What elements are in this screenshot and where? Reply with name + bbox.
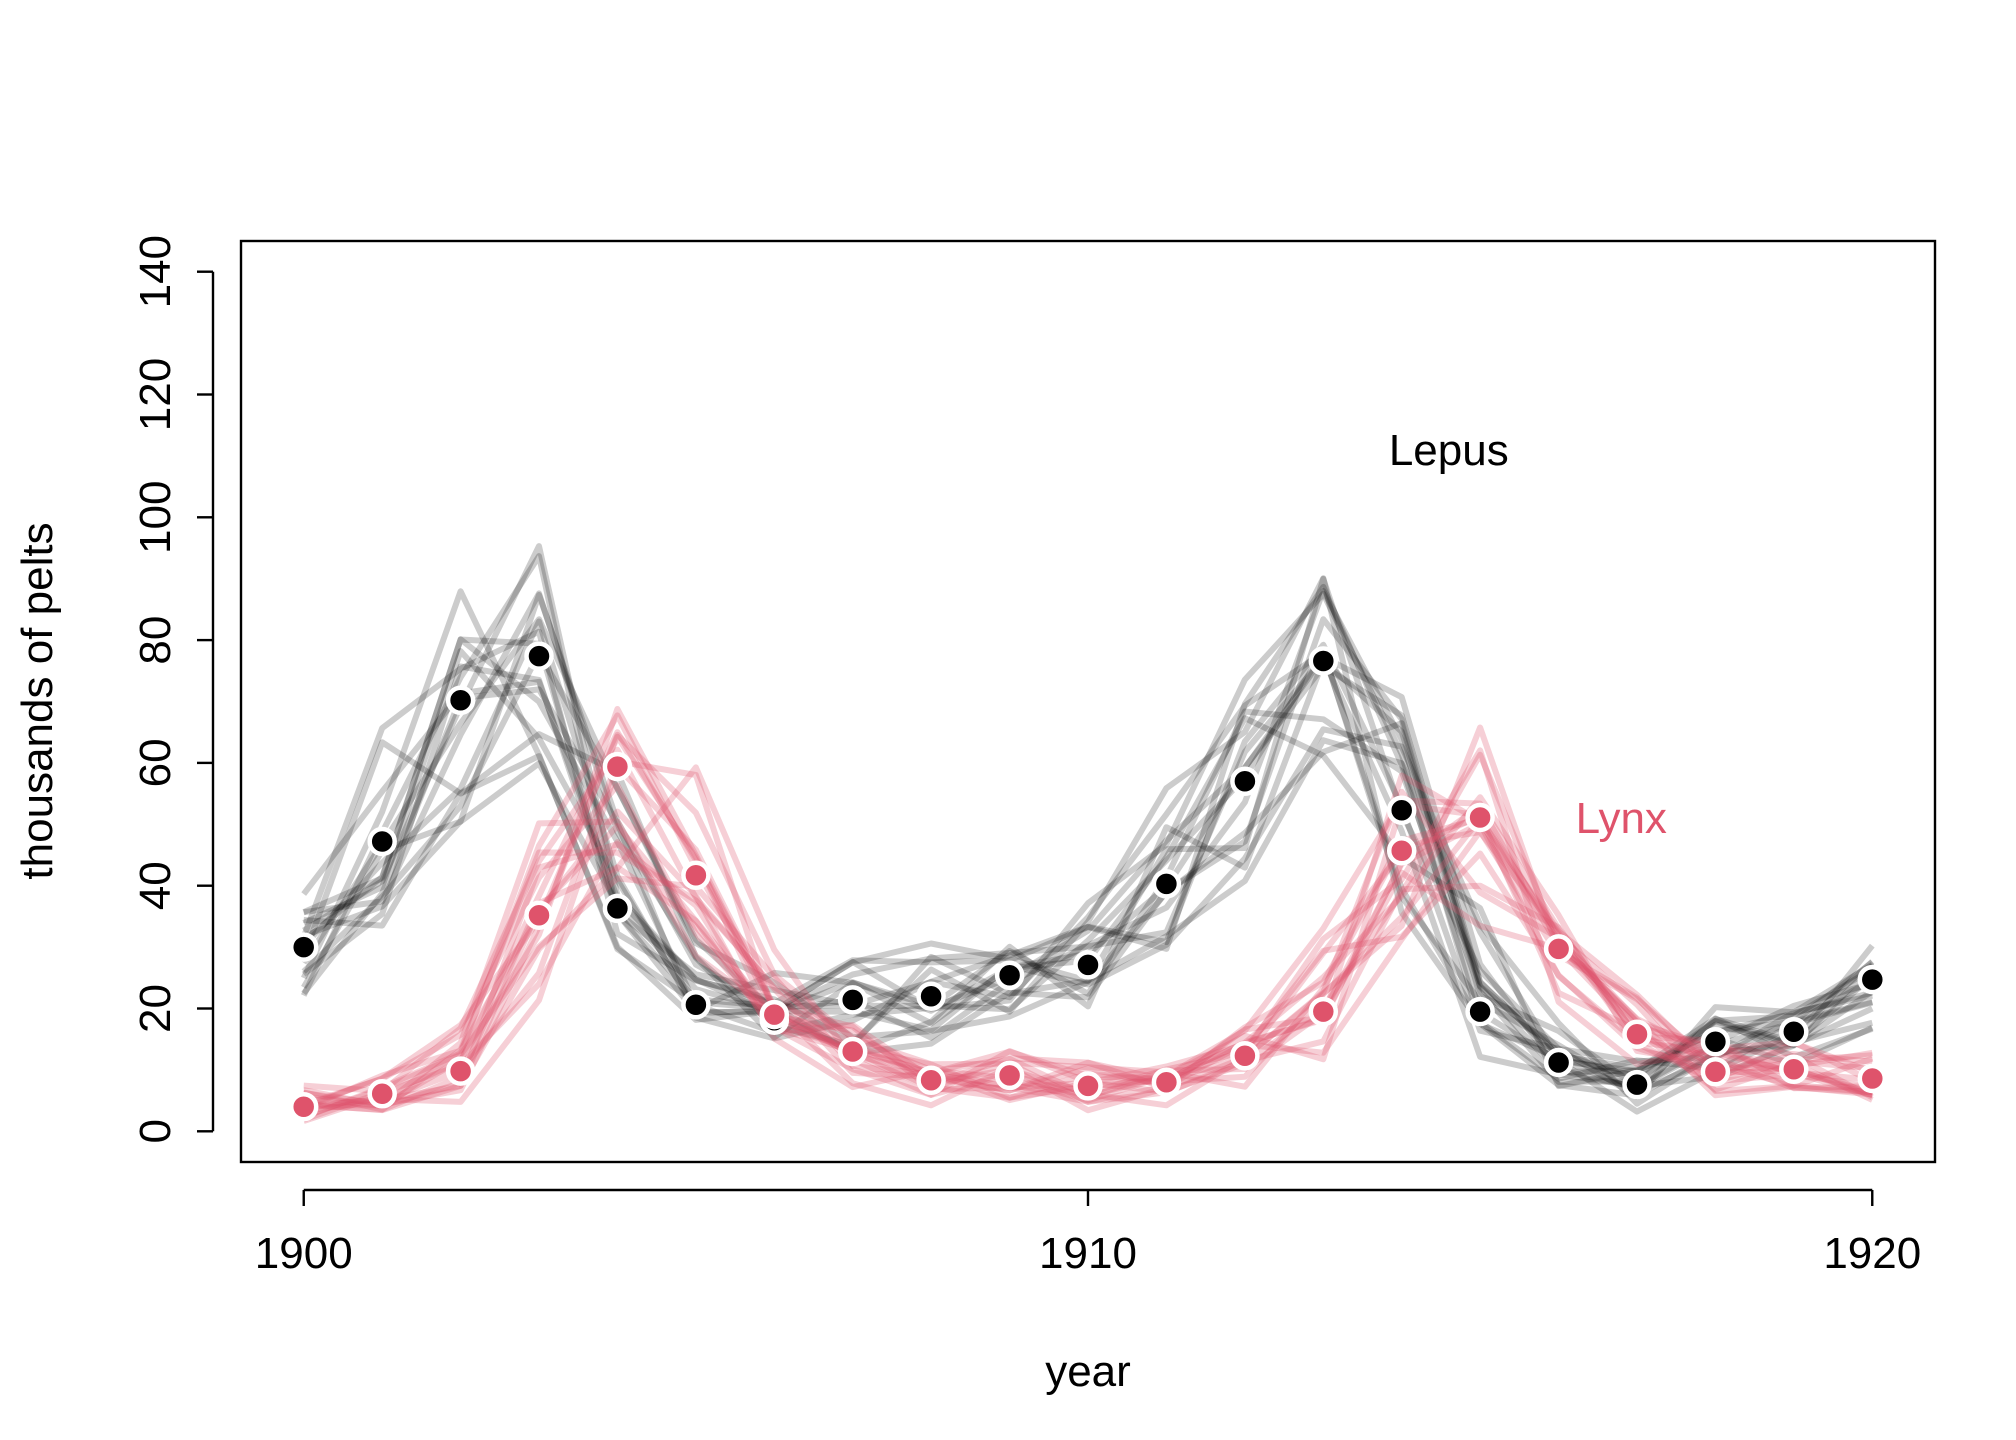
point-lynx: [1779, 1054, 1809, 1085]
trajectory-lepus: [301, 636, 1874, 1094]
y-axis-title: thousands of pelts: [13, 522, 62, 879]
trajectory-lepus: [302, 647, 1873, 1095]
point-lynx: [759, 999, 790, 1030]
point-lepus: [602, 893, 633, 924]
plot-frame: [239, 239, 1937, 1164]
trajectory-lepus: [301, 616, 1875, 1107]
y-tick-label: 80: [131, 616, 180, 665]
point-lepus: [1465, 996, 1495, 1027]
series-label-lepus: Lepus: [1389, 426, 1509, 475]
trajectory-lepus: [301, 655, 1875, 1090]
point-lepus: [1073, 950, 1103, 980]
trajectory-lepus: [302, 543, 1874, 1071]
point-lepus: [1151, 869, 1182, 899]
y-tick-label: 140: [131, 235, 180, 308]
point-lepus: [1857, 964, 1888, 995]
point-lepus: [1779, 1017, 1809, 1047]
point-lynx: [1308, 996, 1339, 1027]
point-lynx: [445, 1056, 476, 1086]
point-lepus: [916, 981, 946, 1011]
point-lepus: [681, 990, 711, 1020]
point-lepus: [1622, 1069, 1652, 1100]
y-tick-label: 100: [131, 481, 180, 554]
trajectory-lepus: [300, 575, 1874, 1099]
point-lepus: [288, 932, 319, 962]
series-labels: Lepus Lynx: [1389, 426, 1667, 843]
trajectory-lynx: [303, 724, 1873, 1113]
point-lepus: [837, 985, 868, 1015]
x-tick-label: 1920: [1823, 1229, 1921, 1278]
trajectory-lepus: [300, 590, 1874, 1079]
point-lynx: [367, 1079, 397, 1109]
trajectory-lynx: [303, 812, 1874, 1109]
trajectory-lepus: [300, 588, 1874, 1075]
x-tick-label: 1910: [1039, 1229, 1137, 1278]
y-tick-label: 40: [131, 861, 180, 910]
point-lynx: [1073, 1071, 1103, 1101]
point-lynx: [681, 860, 711, 891]
point-lynx: [837, 1036, 868, 1067]
point-lynx: [1230, 1041, 1260, 1071]
trajectory-lepus: [301, 583, 1875, 1075]
y-tick-label: 120: [131, 358, 180, 431]
trajectory-lepus: [302, 636, 1874, 1082]
point-lepus: [367, 826, 397, 857]
point-lynx: [1386, 835, 1417, 866]
point-lynx: [1465, 802, 1495, 833]
series-label-lynx: Lynx: [1576, 794, 1667, 843]
point-lynx: [1151, 1067, 1182, 1097]
trajectory-lepus: [300, 553, 1874, 1085]
trajectory-lepus: [301, 641, 1874, 1065]
trajectory-lynx: [303, 772, 1873, 1113]
trajectory-lepus: [301, 575, 1874, 1100]
point-lepus: [445, 685, 476, 716]
trajectory-lynx: [303, 746, 1874, 1103]
point-lepus: [1386, 795, 1417, 825]
posterior-trajectories: [300, 543, 1875, 1124]
point-lynx: [602, 751, 633, 782]
trajectory-lepus: [303, 731, 1875, 1115]
point-lynx: [1543, 934, 1574, 964]
point-lepus: [1308, 646, 1339, 676]
point-lynx: [1857, 1063, 1888, 1094]
point-lepus: [994, 960, 1025, 991]
point-lynx: [1622, 1019, 1652, 1050]
y-tick-label: 0: [131, 1119, 180, 1143]
y-tick-label: 60: [131, 738, 180, 787]
point-lynx: [288, 1091, 319, 1122]
point-lynx: [994, 1060, 1025, 1091]
point-lynx: [1700, 1056, 1731, 1087]
observed-points: [288, 641, 1888, 1122]
trajectory-lynx: [303, 758, 1873, 1114]
trajectory-lynx: [303, 731, 1873, 1108]
axes: 1900 1910 1920 0 20 40 60 80 100 120 140: [131, 235, 1921, 1278]
point-lepus: [1543, 1047, 1574, 1078]
trajectory-lepus: [302, 591, 1875, 1084]
point-lynx: [916, 1065, 946, 1096]
point-lepus: [524, 641, 554, 671]
point-lepus: [1700, 1026, 1731, 1057]
point-lynx: [524, 900, 554, 930]
trajectory-lynx: [302, 729, 1873, 1124]
trajectory-lepus: [301, 650, 1874, 1090]
point-lepus: [1230, 766, 1260, 797]
x-tick-label: 1900: [255, 1229, 353, 1278]
x-axis-title: year: [1045, 1347, 1131, 1396]
y-tick-label: 20: [131, 984, 180, 1033]
